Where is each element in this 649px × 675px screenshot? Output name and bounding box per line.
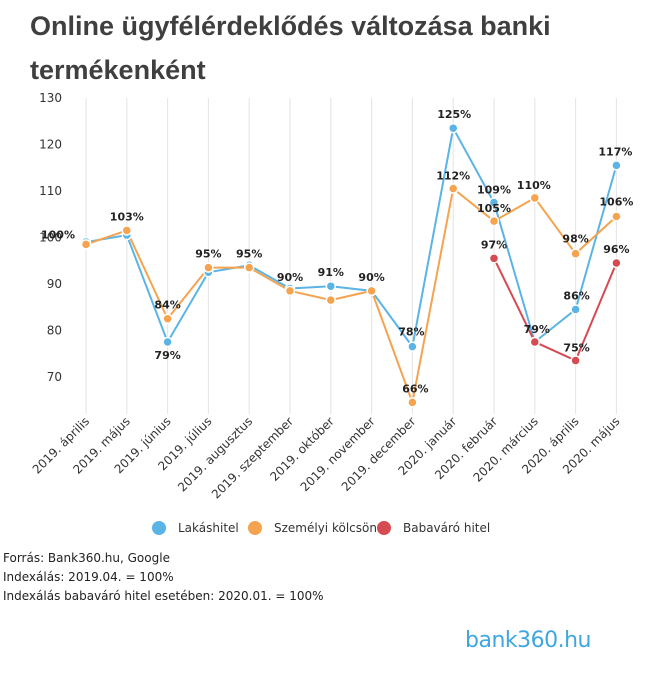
data-label: 98%: [562, 233, 588, 246]
legend-item[interactable]: Személyi kölcsön: [248, 521, 377, 535]
source-note: Forrás: Bank360.hu, Google: [3, 551, 170, 565]
y-tick-label: 70: [47, 370, 62, 384]
index-baby-note: Indexálás babaváró hitel esetében: 2020.…: [3, 589, 324, 603]
data-label: 90%: [358, 271, 384, 284]
data-label: 100%: [41, 228, 75, 241]
legend-label: Személyi kölcsön: [274, 521, 377, 535]
data-label: 125%: [437, 108, 471, 121]
data-point: [529, 336, 541, 348]
x-tick-label: 2019. augusztus: [175, 414, 255, 494]
data-point: [611, 257, 622, 269]
data-point: [162, 336, 173, 348]
x-tick-label: 2019. november: [298, 414, 378, 494]
data-label: 110%: [517, 179, 551, 192]
data-label: 106%: [599, 196, 633, 209]
legend-swatch: [152, 521, 166, 535]
legend-label: Lakáshitel: [178, 521, 239, 535]
data-label: 117%: [598, 145, 632, 158]
series-line-2: [493, 257, 618, 362]
data-point: [488, 197, 500, 208]
data-point: [284, 285, 296, 297]
data-point: [570, 248, 581, 259]
chart-legend: Lakáshitel Személyi kölcsön Babaváró hitel: [0, 521, 649, 541]
y-tick-label: 100: [39, 230, 62, 244]
y-tick-label: 130: [39, 91, 62, 105]
data-point: [611, 160, 622, 171]
data-label: 95%: [195, 248, 221, 261]
legend-label: Babaváró hitel: [403, 521, 491, 535]
legend-swatch: [248, 521, 262, 535]
data-point: [570, 304, 581, 315]
data-label: 97%: [481, 238, 507, 251]
data-label: 112%: [436, 170, 470, 183]
data-label: 84%: [154, 299, 180, 312]
data-point: [407, 341, 418, 352]
data-label: 90%: [277, 271, 303, 284]
data-point: [407, 397, 418, 408]
series-line-0: [85, 125, 618, 350]
data-point: [325, 294, 337, 306]
data-point: [366, 285, 377, 297]
y-tick-label: 90: [47, 277, 62, 291]
legend-item[interactable]: Babaváró hitel: [377, 521, 490, 535]
y-tick-label: 110: [39, 184, 62, 198]
data-point: [243, 262, 255, 273]
data-label: 105%: [477, 202, 511, 215]
data-point: [447, 183, 459, 194]
chart-title: Online ügyfélérdeklődés változása banki …: [30, 11, 551, 85]
data-point: [121, 225, 133, 236]
data-label: 79%: [524, 323, 550, 336]
legend-item[interactable]: Lakáshitel: [152, 521, 239, 535]
bank360-logo: bank360.hu: [465, 628, 592, 653]
data-label: 66%: [402, 382, 428, 395]
data-label: 95%: [236, 248, 262, 261]
data-point: [529, 192, 541, 204]
legend-swatch: [377, 521, 391, 535]
data-label: 109%: [477, 184, 511, 197]
y-tick-label: 120: [39, 137, 62, 151]
data-label: 86%: [563, 289, 589, 302]
data-label: 79%: [154, 349, 180, 362]
data-point: [570, 355, 581, 366]
data-label: 103%: [110, 210, 144, 223]
data-point: [203, 262, 214, 273]
data-point: [488, 253, 500, 264]
data-point: [611, 211, 622, 222]
data-label: 91%: [318, 266, 344, 279]
data-point: [488, 215, 500, 227]
index-note: Indexálás: 2019.04. = 100%: [3, 570, 174, 584]
x-tick-label: 2019. december: [339, 414, 419, 494]
data-point: [325, 280, 337, 292]
y-tick-label: 80: [47, 323, 62, 337]
data-label: 75%: [563, 342, 589, 355]
series-line-1: [85, 186, 618, 407]
data-label: 96%: [603, 243, 629, 256]
data-point: [447, 122, 459, 134]
data-point: [162, 313, 173, 324]
data-point: [80, 239, 92, 250]
data-label: 78%: [398, 326, 424, 339]
